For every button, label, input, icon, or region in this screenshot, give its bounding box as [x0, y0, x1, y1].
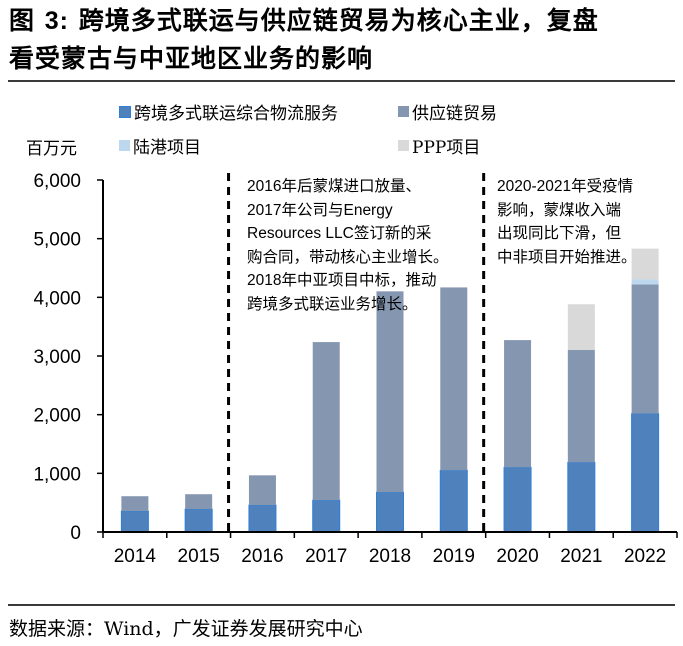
bar-2018-series-1	[376, 291, 404, 493]
bar-2017-series-0	[312, 499, 341, 533]
bar-2015-series-0	[184, 508, 213, 533]
legend-item-land-port: 陆港项目	[119, 133, 201, 158]
bar-2022-series-3	[631, 248, 659, 280]
legend-swatch-logistics	[119, 105, 131, 118]
bar-2020-series-1	[504, 340, 532, 468]
x-tick-label-2019: 2019	[433, 546, 475, 567]
bar-2016-series-0	[248, 504, 277, 533]
stacked-bar-chart: 0 1,000 2,000 3,000 4,000 5,000 6,000 2014 2015 2…	[33, 171, 678, 567]
legend-label-land-port: 陆港项目	[133, 138, 201, 158]
legend-swatch-supply-chain	[398, 106, 409, 117]
figure-title-prefix: 图	[9, 6, 36, 35]
bar-2015-series-1	[185, 494, 213, 510]
legend-item-ppp: PPP项目	[398, 133, 480, 158]
bar-2014-series-0	[120, 510, 149, 533]
y-axis-unit-label: 百万元	[26, 139, 77, 159]
title-divider	[8, 80, 675, 82]
x-tick-label-2020: 2020	[496, 546, 538, 567]
figure-title-line-2: 看受蒙古与中亚地区业务的影响	[9, 44, 374, 73]
figure-title: 图 3: 跨境多式联运与供应链贸易为核心主业，复盘 看受蒙古与中亚地区业务的影响	[9, 2, 679, 77]
bar-2021-series-0	[567, 461, 596, 533]
source-divider	[8, 604, 675, 606]
legend-label-supply-chain: 供应链贸易	[412, 104, 497, 124]
bar-2019-series-0	[439, 469, 468, 533]
bar-2021-series-1	[567, 350, 595, 463]
bar-2022-series-1	[631, 284, 659, 414]
x-tick-label-2016: 2016	[241, 546, 283, 567]
legend-label-logistics: 跨境多式联运综合物流服务	[134, 104, 338, 124]
figure-title-text-1: 跨境多式联运与供应链贸易为核心主业，复盘	[78, 6, 599, 35]
legend-swatch-ppp	[398, 140, 409, 151]
annotation-2020-2022: 2020-2021年受疫情 影响，蒙煤收入端 出现同比下滑，但 中非项目开始推进…	[497, 178, 637, 266]
bar-2018-series-0	[376, 491, 404, 533]
legend-item-supply-chain: 供应链贸易	[398, 99, 497, 124]
y-tick-label-4000: 4,000	[33, 288, 81, 309]
bar-2017-series-1	[312, 342, 340, 501]
y-tick-label-5000: 5,000	[33, 230, 81, 251]
legend-item-logistics: 跨境多式联运综合物流服务	[119, 99, 338, 124]
data-source: 数据来源：Wind，广发证券发展研究中心	[9, 618, 363, 640]
y-tick-label-1000: 1,000	[33, 464, 81, 485]
figure-title-line-1: 图 3: 跨境多式联运与供应链贸易为核心主业，复盘	[9, 2, 679, 40]
bar-2022-series-2	[631, 279, 659, 285]
annotation-2016-2019: 2016年后蒙煤进口放量、 2017年公司与Energy Resources L…	[247, 178, 449, 313]
y-tick-label-3000: 3,000	[33, 347, 81, 368]
figure-title-number: 3:	[44, 7, 69, 35]
bar-2022-series-0	[631, 413, 660, 533]
x-tick-label-2015: 2015	[178, 546, 220, 567]
x-tick-label-2017: 2017	[305, 546, 347, 567]
bar-2020-series-0	[503, 466, 532, 533]
y-tick-label-6000: 6,000	[33, 171, 81, 192]
legend-swatch-land-port	[119, 140, 130, 151]
x-tick-label-2014: 2014	[114, 546, 157, 567]
bar-2014-series-1	[121, 496, 149, 512]
x-tick-label-2022: 2022	[624, 546, 666, 567]
x-tick-label-2021: 2021	[560, 546, 602, 567]
bar-2016-series-1	[248, 475, 276, 506]
bar-2019-series-1	[440, 287, 468, 471]
y-tick-label-0: 0	[70, 523, 81, 544]
y-tick-label-2000: 2,000	[33, 406, 81, 427]
bar-2021-series-3	[567, 304, 595, 351]
x-tick-label-2018: 2018	[369, 546, 411, 567]
legend-label-ppp: PPP项目	[412, 138, 481, 158]
